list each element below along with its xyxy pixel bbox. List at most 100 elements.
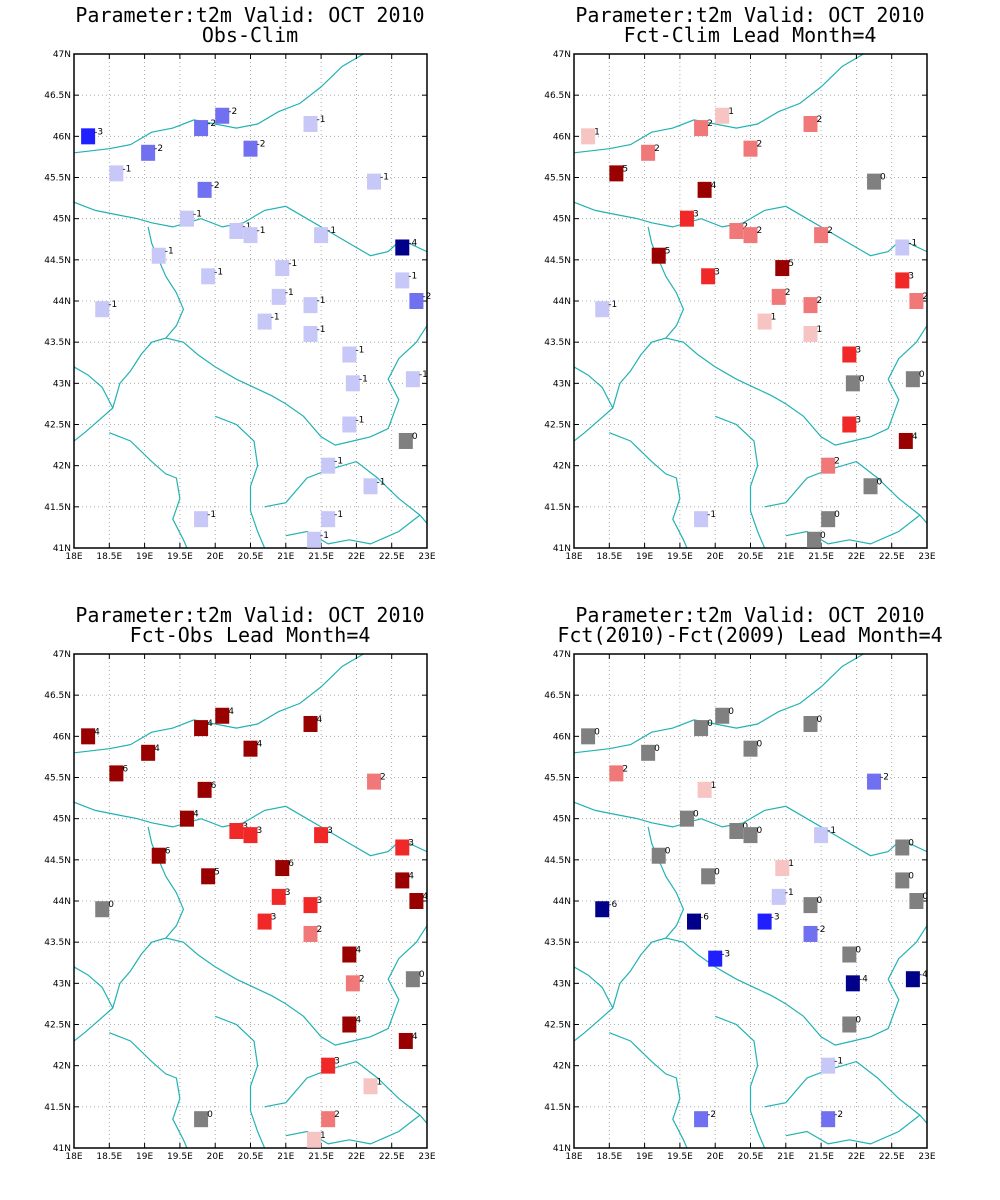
station-value-label: -6 [608,900,617,910]
station-marker [803,925,818,942]
station-value-label: 3 [855,346,861,356]
station-marker [409,893,424,909]
station-marker [651,847,666,864]
station-marker [307,531,322,548]
station-marker [814,227,829,244]
station-value-label: 2 [317,925,323,935]
station-value-label: -1 [214,267,223,277]
station-value-label: 1 [320,1131,326,1141]
station-value-label: -2 [817,925,826,935]
station-value-label: 2 [654,144,660,154]
border-line [214,1015,266,1148]
station-marker [909,293,924,309]
station-marker [651,247,666,264]
station-marker [821,457,836,474]
y-tick-label: 43.5N [544,338,571,348]
x-tick-label: 20.5E [238,1152,264,1162]
y-tick-label: 45N [53,815,71,825]
border-line [609,1032,688,1148]
y-tick-label: 43.5N [44,938,71,948]
border-line [574,201,927,257]
station-value-label: 0 [757,740,763,750]
border-line [285,514,421,545]
station-value-label: 1 [728,107,734,117]
x-tick-label: 19E [136,552,153,562]
station-marker [201,268,216,285]
station-marker [342,946,357,963]
station-marker [257,313,272,330]
station-value-label: 3 [714,267,720,277]
station-value-label: -1 [355,346,364,356]
station-value-label: 0 [922,892,928,902]
station-marker [757,313,772,330]
station-value-label: -2 [211,181,220,191]
x-tick-label: 19.5E [667,1152,693,1162]
station-value-label: -1 [320,531,329,541]
station-value-label: 0 [108,900,114,910]
y-tick-label: 46N [553,132,571,142]
station-marker [729,823,744,840]
station-value-label: 3 [908,271,914,281]
y-tick-label: 41.5N [544,503,571,513]
station-marker [803,325,818,342]
station-marker [363,1078,378,1095]
station-value-label: 3 [693,210,699,220]
x-tick-label: 21.5E [308,552,334,562]
station-value-label: 0 [855,946,861,956]
station-value-label: 1 [788,859,794,869]
y-tick-label: 45.5N [544,174,571,184]
station-marker [701,268,716,285]
station-marker [743,827,758,844]
station-marker [895,839,910,856]
station-value-label: 4 [422,892,428,902]
x-tick-label: 22.5E [379,1152,405,1162]
station-marker [395,272,410,289]
border-line [264,460,427,524]
border-line [714,415,766,548]
x-tick-label: 19.5E [667,552,693,562]
station-value-label: -1 [419,370,428,380]
station-value-label: -1 [359,374,368,384]
station-value-label: 3 [334,1057,340,1067]
station-value-label: -1 [608,300,617,310]
y-tick-label: 43N [53,379,71,389]
station-value-label: -1 [242,222,251,232]
y-tick-label: 43N [553,379,571,389]
y-tick-label: 45N [553,215,571,225]
panel-subtitle: Fct-Obs Lead Month=4 [129,623,371,647]
station-marker [109,765,124,782]
station-value-label: -2 [154,144,163,154]
station-value-label: -2 [228,107,237,117]
y-tick-label: 45.5N [44,774,71,784]
station-marker [821,511,836,528]
station-value-label: 1 [711,781,717,791]
station-marker [641,744,656,761]
station-value-label: -2 [257,140,266,150]
y-tick-label: 45.5N [44,174,71,184]
border-line [165,925,427,1046]
station-value-label: -4 [859,974,868,984]
station-value-label: 4 [912,432,918,442]
station-value-label: 0 [817,715,823,725]
border-line [74,654,364,754]
station-value-label: -1 [317,325,326,335]
x-tick-label: 23E [918,552,935,562]
station-value-label: -1 [827,826,836,836]
station-value-label: 3 [271,913,277,923]
station-value-label: 2 [742,222,748,232]
border-line [214,415,266,548]
station-marker [342,1016,357,1033]
y-tick-label: 41N [53,1144,71,1154]
station-value-label: -1 [288,259,297,269]
x-tick-label: 20.5E [738,1152,764,1162]
y-tick-label: 43.5N [544,938,571,948]
station-marker [215,707,230,724]
station-value-label: -2 [834,1110,843,1120]
y-tick-label: 46.5N [544,91,571,101]
x-tick-label: 18.5E [596,1152,622,1162]
station-value-label: 3 [257,826,263,836]
station-value-label: -2 [707,1110,716,1120]
station-value-label: 4 [408,871,414,881]
station-value-label: -1 [834,1057,843,1067]
station-value-label: 4 [207,719,213,729]
